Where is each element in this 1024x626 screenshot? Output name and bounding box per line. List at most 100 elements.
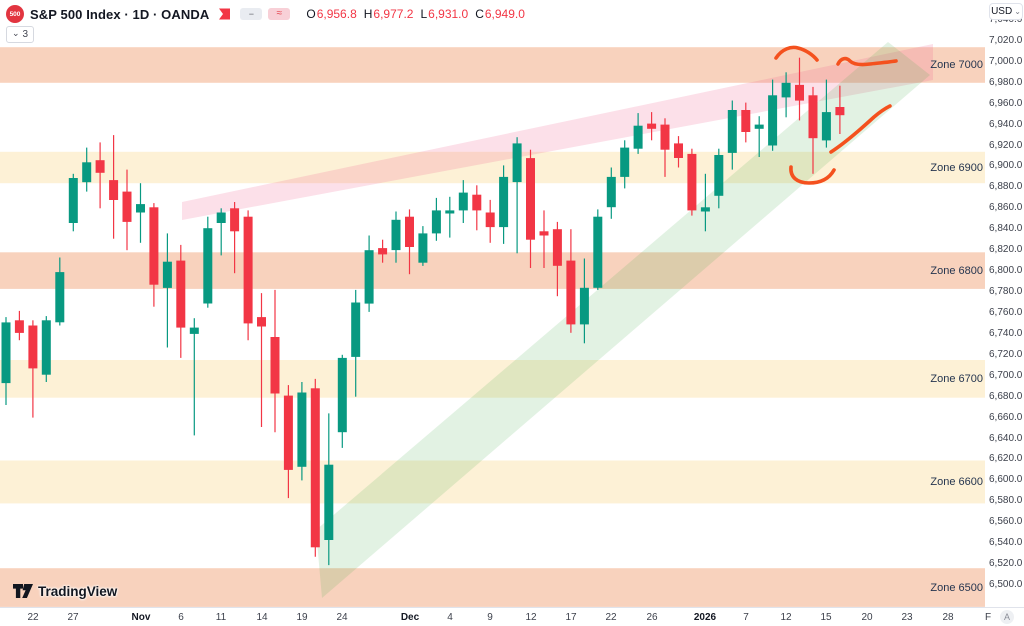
time-tick-label: 17	[565, 612, 577, 623]
zone-label: Zone 6700	[930, 373, 983, 385]
candle	[700, 173, 710, 232]
candle	[283, 385, 293, 499]
candle	[674, 136, 683, 168]
candle	[230, 202, 240, 274]
rising-support-channel[interactable]	[316, 42, 930, 598]
object-tree-collapse-button[interactable]: ⌄ 3	[6, 26, 35, 43]
price-tick-label: 6,920.0	[989, 140, 1023, 151]
ohlc-key: C	[475, 7, 484, 21]
candle	[68, 173, 78, 232]
time-tick-label: 12	[525, 612, 537, 623]
arc-under-low[interactable]	[789, 165, 836, 185]
time-tick-label: 19	[296, 612, 308, 623]
tradingview-logo-icon	[13, 584, 33, 598]
candle	[526, 149, 535, 268]
candle	[835, 85, 845, 134]
candle	[1, 317, 11, 405]
time-tick-label: 22	[27, 612, 39, 623]
time-tick-label: 27	[67, 612, 79, 623]
price-tick-label: 6,960.0	[989, 98, 1023, 109]
time-tick-label: 22	[605, 612, 617, 623]
candle	[270, 289, 280, 433]
candle	[203, 216, 213, 308]
ohlc-value: 6,977.2	[373, 7, 414, 21]
time-tick-label: 20	[861, 612, 873, 623]
arc-over-top[interactable]	[774, 45, 819, 62]
zone-band	[0, 460, 985, 504]
candle	[243, 210, 253, 341]
candle	[257, 293, 266, 427]
time-tick-label: 9	[487, 612, 493, 623]
candle	[808, 86, 818, 174]
price-tick-label: 6,660.0	[989, 412, 1023, 423]
candle	[14, 310, 24, 341]
candle	[512, 137, 522, 254]
candle	[539, 210, 549, 268]
price-tick-label: 6,620.0	[989, 453, 1023, 464]
price-tick-label: 6,680.0	[989, 391, 1023, 402]
candle	[821, 79, 831, 148]
candle	[633, 113, 643, 154]
ohlc-key: H	[363, 7, 373, 21]
candle	[95, 142, 105, 209]
candle	[55, 257, 65, 326]
zone-label: Zone 6900	[930, 162, 983, 174]
zone-label: Zone 7000	[930, 59, 983, 71]
candle	[82, 147, 92, 192]
candle	[754, 116, 764, 157]
symbol-title[interactable]: S&P 500 Index · 1D · OANDA	[30, 6, 210, 22]
time-tick-label: 2026	[693, 612, 717, 623]
time-tick-label: 26	[646, 612, 658, 623]
candle	[620, 140, 630, 189]
tradingview-watermark[interactable]: TradingView	[13, 584, 117, 599]
zone-label: Zone 6500	[930, 582, 983, 594]
ohlc-key: O	[306, 7, 316, 21]
support-trend-stroke[interactable]	[829, 104, 892, 154]
time-tick-label: 15	[820, 612, 832, 623]
time-tick-label: Dec	[400, 612, 420, 623]
candle	[136, 183, 145, 243]
zone-band	[0, 360, 985, 398]
price-tick-label: 6,580.0	[989, 495, 1023, 506]
candle	[324, 413, 334, 566]
price-tick-label: 6,720.0	[989, 349, 1023, 360]
time-tick-label: 12	[780, 612, 792, 623]
candle	[216, 208, 226, 256]
auto-scale-button[interactable]: A	[1000, 610, 1014, 624]
minimized-drawing-chip[interactable]: ≈	[268, 8, 291, 20]
candle	[310, 378, 320, 557]
candle	[472, 185, 482, 231]
price-tick-label: 6,880.0	[989, 181, 1023, 192]
zone-band	[0, 568, 985, 607]
price-tick-label: 6,700.0	[989, 370, 1023, 381]
candle	[647, 112, 657, 141]
minimized-indicator-chip[interactable]: −	[240, 8, 263, 20]
candle	[109, 135, 119, 239]
price-tick-label: 6,900.0	[989, 160, 1023, 171]
price-tick-label: 6,840.0	[989, 223, 1023, 234]
price-tick-label: 6,760.0	[989, 307, 1023, 318]
candle	[41, 316, 51, 382]
currency-selector[interactable]: USD ⌄	[989, 3, 1023, 20]
ohlc-values: O 6,956.8 H 6,977.2 L 6,931.0 C 6,949.0	[299, 7, 525, 21]
rising-resistance-channel[interactable]	[182, 44, 933, 220]
candle	[337, 354, 347, 448]
price-tick-label: 6,780.0	[989, 286, 1023, 297]
time-tick-label: 14	[256, 612, 268, 623]
chart-legend: 500 S&P 500 Index · 1D · OANDA − ≈ O 6,95…	[6, 4, 525, 24]
time-axis-separator	[0, 607, 1024, 608]
flag-icon[interactable]	[217, 8, 231, 20]
candle	[28, 320, 38, 418]
candle	[714, 148, 724, 209]
candle	[458, 180, 468, 223]
resistance-squiggle-line[interactable]	[836, 56, 898, 67]
time-tick-label: 24	[336, 612, 348, 623]
ohlc-value: 6,931.0	[428, 7, 469, 21]
time-tick-label: 23	[901, 612, 913, 623]
candle	[606, 167, 616, 219]
zone-label: Zone 6600	[930, 476, 983, 488]
candle	[593, 209, 603, 290]
candle	[351, 289, 361, 397]
